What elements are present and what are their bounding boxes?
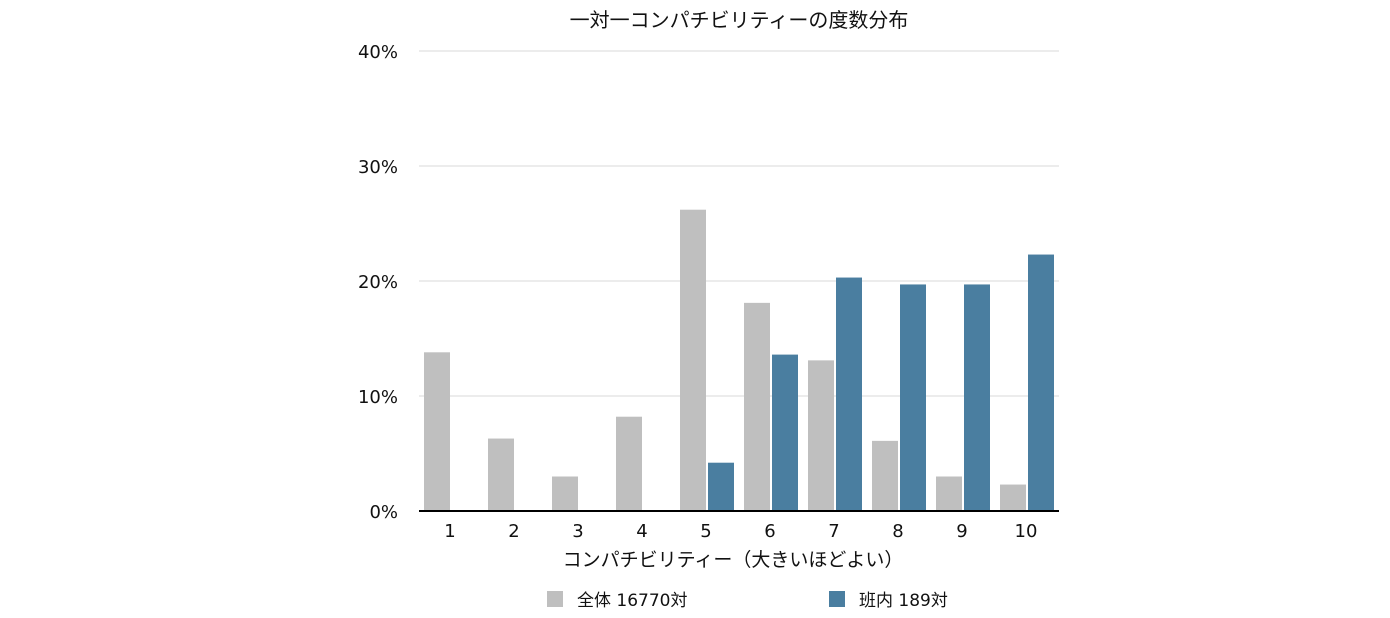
chart-title: 一対一コンパチビリティーの度数分布: [570, 8, 909, 32]
bar-all-8: [872, 440, 898, 511]
x-tick-label: 7: [828, 521, 839, 542]
legend-swatch-all: [547, 591, 563, 607]
legend: 全体 16770対 班内 189対: [547, 591, 948, 611]
bar-all-4: [616, 416, 642, 511]
x-tick-label: 5: [700, 521, 711, 542]
bar-all-1: [424, 352, 450, 511]
bar-class-8: [900, 284, 926, 511]
bar-class-10: [1028, 254, 1054, 512]
x-axis-label: コンパチビリティー（大きいほどよい）: [563, 549, 904, 571]
x-tick-label: 1: [444, 521, 455, 542]
y-tick-label: 0%: [369, 502, 398, 523]
y-tick-label: 30%: [358, 157, 398, 178]
y-tick-label: 20%: [358, 272, 398, 293]
bar-all-3: [552, 476, 578, 511]
legend-label-all: 全体 16770対: [577, 591, 687, 611]
bar-class-7: [836, 277, 862, 511]
x-tick-label: 6: [764, 521, 775, 542]
bar-class-9: [964, 284, 990, 511]
bar-class-5: [708, 462, 734, 511]
x-tick-label: 10: [1015, 521, 1038, 542]
y-tick-label: 40%: [358, 42, 398, 63]
x-tick-label: 3: [572, 521, 583, 542]
legend-swatch-class: [829, 591, 845, 607]
x-tick-label: 8: [892, 521, 903, 542]
legend-label-class: 班内 189対: [859, 591, 948, 611]
bar-all-10: [1000, 484, 1026, 511]
x-tick-label: 4: [636, 521, 647, 542]
bar-all-5: [680, 209, 706, 511]
y-tick-label: 10%: [358, 387, 398, 408]
bar-all-9: [936, 476, 962, 511]
x-tick-label: 2: [508, 521, 519, 542]
bar-all-7: [808, 360, 834, 511]
bar-all-2: [488, 438, 514, 511]
x-tick-label: 9: [956, 521, 967, 542]
bar-all-6: [744, 302, 770, 511]
bar-class-6: [772, 354, 798, 511]
